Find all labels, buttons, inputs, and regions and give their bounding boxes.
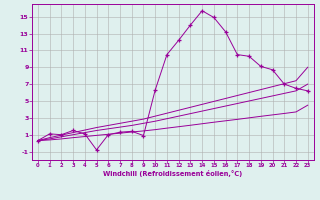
X-axis label: Windchill (Refroidissement éolien,°C): Windchill (Refroidissement éolien,°C) <box>103 170 243 177</box>
